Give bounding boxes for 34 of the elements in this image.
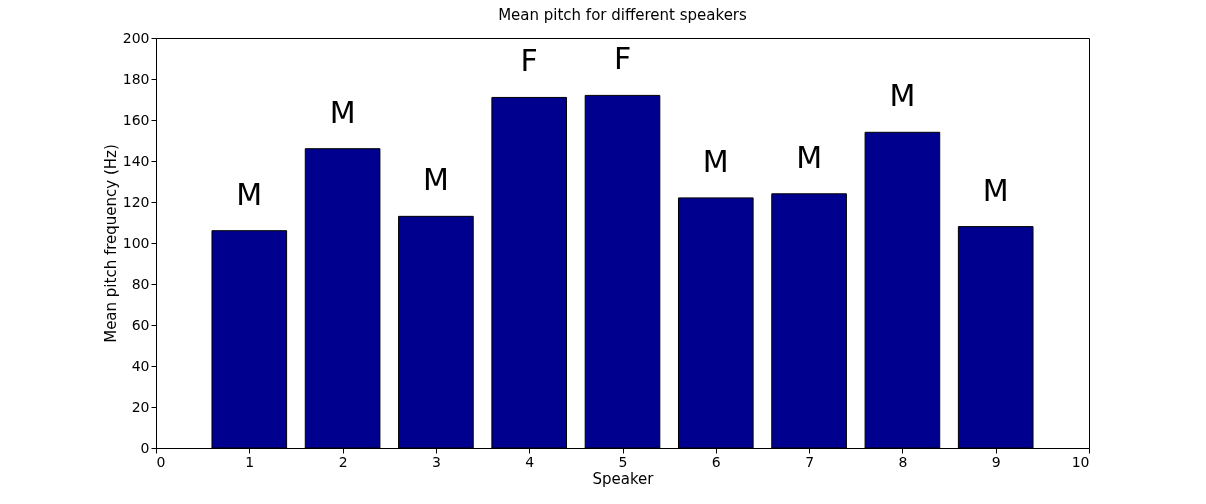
x-tick-label: 7 xyxy=(805,453,815,470)
x-tick-label: 1 xyxy=(245,453,255,470)
data-label: M xyxy=(702,143,729,179)
chart-title: Mean pitch for different speakers xyxy=(498,6,748,24)
data-label: M xyxy=(236,176,263,212)
x-tick-label: 2 xyxy=(338,453,348,470)
x-tick-label: 5 xyxy=(618,453,628,470)
y-tick-label: 200 xyxy=(122,29,150,46)
y-tick-label: 80 xyxy=(131,275,150,292)
y-tick-label: 40 xyxy=(131,357,150,374)
data-label: M xyxy=(422,162,449,198)
data-label: F xyxy=(613,41,632,77)
y-axis-title: Mean pitch frequency (Hz) xyxy=(101,144,120,343)
x-tick-label: 10 xyxy=(1071,453,1090,470)
x-tick-label: 0 xyxy=(156,453,166,470)
x-axis-title: Speaker xyxy=(592,469,655,488)
x-tick-label: 8 xyxy=(898,453,908,470)
data-label: M xyxy=(982,172,1009,208)
data-label: M xyxy=(889,78,916,114)
y-tick-label: 0 xyxy=(140,439,150,456)
y-tick-label: 20 xyxy=(131,398,150,415)
x-tick-label: 4 xyxy=(525,453,535,470)
y-tick-label: 180 xyxy=(122,70,150,87)
y-tick-label: 60 xyxy=(131,316,150,333)
y-tick-label: 100 xyxy=(122,234,150,251)
y-tick-label: 140 xyxy=(122,152,150,169)
data-label: M xyxy=(796,139,823,175)
x-tick-label: 6 xyxy=(711,453,721,470)
data-label: M xyxy=(329,94,356,130)
x-tick-label: 9 xyxy=(991,453,1001,470)
x-tick-label: 3 xyxy=(431,453,441,470)
y-tick-label: 160 xyxy=(122,111,150,128)
y-tick-label: 120 xyxy=(122,193,150,210)
data-label: F xyxy=(520,43,538,79)
